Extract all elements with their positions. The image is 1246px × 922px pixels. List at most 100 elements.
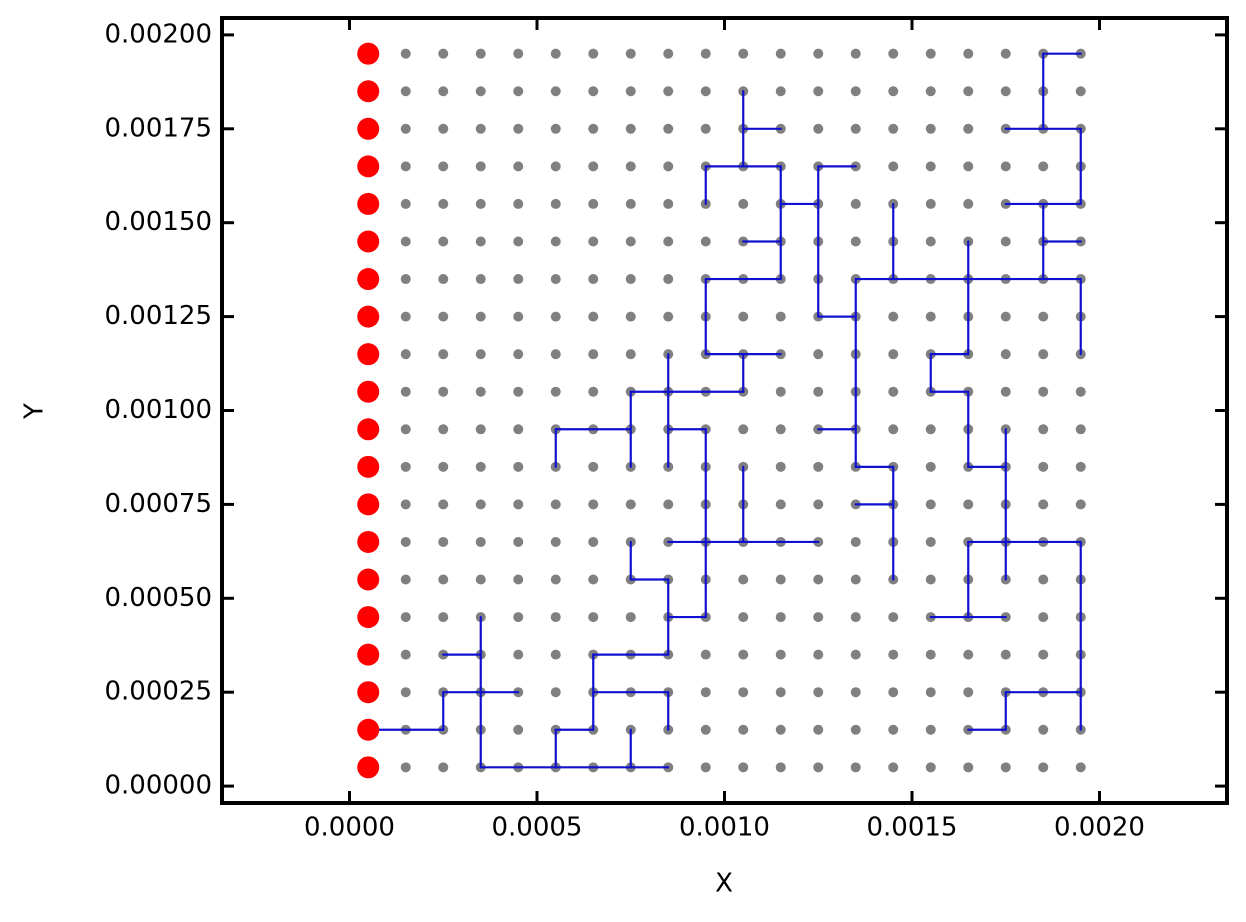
grid-point: [1038, 724, 1049, 735]
grid-point: [813, 461, 824, 472]
x-axis-label: X: [715, 869, 733, 899]
grid-point: [400, 123, 411, 134]
grid-point: [925, 161, 936, 172]
grid-point: [475, 574, 486, 585]
grid-point: [513, 536, 524, 547]
grid-point: [1038, 612, 1049, 623]
grid-point: [963, 161, 974, 172]
grid-point: [400, 574, 411, 585]
grid-point: [738, 649, 749, 660]
grid-point: [700, 123, 711, 134]
grid-point: [775, 762, 786, 773]
grid-point: [700, 649, 711, 660]
grid-point: [813, 649, 824, 660]
grid-point: [400, 161, 411, 172]
grid-point: [925, 536, 936, 547]
grid-point: [588, 274, 599, 285]
grid-point: [400, 612, 411, 623]
grid-point: [400, 198, 411, 209]
grid-point: [438, 349, 449, 360]
grid-point: [550, 274, 561, 285]
grid-point: [813, 386, 824, 397]
x-tick-label: 0.0015: [867, 813, 958, 843]
grid-point: [475, 536, 486, 547]
grid-point: [550, 536, 561, 547]
grid-point: [813, 762, 824, 773]
x-tick-label: 0.0005: [492, 813, 583, 843]
source-point: [357, 418, 380, 441]
grid-point: [963, 762, 974, 773]
grid-point: [1000, 649, 1011, 660]
grid-point: [925, 687, 936, 698]
grid-point: [588, 499, 599, 510]
grid-point: [775, 311, 786, 322]
grid-point: [700, 762, 711, 773]
source-point: [357, 568, 380, 591]
y-tick-label: 0.00175: [104, 113, 212, 143]
grid-point: [400, 499, 411, 510]
grid-point: [400, 424, 411, 435]
grid-point: [1000, 161, 1011, 172]
grid-point: [775, 649, 786, 660]
grid-point: [888, 612, 899, 623]
grid-point: [663, 311, 674, 322]
grid-point: [888, 687, 899, 698]
grid-point: [813, 499, 824, 510]
source-point: [357, 643, 380, 666]
grid-point: [513, 349, 524, 360]
grid-point: [813, 612, 824, 623]
grid-point: [888, 762, 899, 773]
grid-point: [1075, 499, 1086, 510]
y-tick-label: 0.00000: [104, 771, 212, 801]
grid-point: [925, 574, 936, 585]
grid-point: [775, 687, 786, 698]
grid-point: [1000, 311, 1011, 322]
grid-point: [888, 86, 899, 97]
grid-point: [925, 198, 936, 209]
grid-point: [888, 161, 899, 172]
grid-point: [925, 48, 936, 59]
grid-point: [1038, 762, 1049, 773]
grid-point: [850, 48, 861, 59]
grid-point: [438, 499, 449, 510]
grid-point: [400, 461, 411, 472]
grid-point: [663, 48, 674, 59]
grid-point: [513, 48, 524, 59]
grid-point: [400, 687, 411, 698]
grid-point: [588, 48, 599, 59]
source-point: [357, 718, 380, 741]
source-point: [357, 756, 380, 779]
grid-point: [925, 461, 936, 472]
grid-point: [550, 349, 561, 360]
grid-point: [925, 424, 936, 435]
grid-point: [513, 161, 524, 172]
grid-point: [438, 612, 449, 623]
grid-point: [738, 574, 749, 585]
grid-point: [850, 536, 861, 547]
grid-point: [588, 198, 599, 209]
grid-point: [438, 123, 449, 134]
grid-point: [925, 499, 936, 510]
grid-point: [400, 311, 411, 322]
grid-point: [625, 349, 636, 360]
grid-point: [588, 236, 599, 247]
grid-point: [588, 574, 599, 585]
grid-point: [513, 198, 524, 209]
source-point: [357, 42, 380, 65]
grid-point: [850, 724, 861, 735]
grid-point: [550, 198, 561, 209]
grid-point: [850, 612, 861, 623]
grid-point: [888, 424, 899, 435]
grid-point: [738, 424, 749, 435]
grid-point: [400, 386, 411, 397]
grid-point: [1038, 499, 1049, 510]
grid-point: [738, 612, 749, 623]
grid-point: [738, 48, 749, 59]
grid-point: [1000, 86, 1011, 97]
grid-point: [850, 762, 861, 773]
grid-point: [1075, 461, 1086, 472]
grid-point: [550, 48, 561, 59]
grid-point: [625, 612, 636, 623]
grid-point: [438, 461, 449, 472]
